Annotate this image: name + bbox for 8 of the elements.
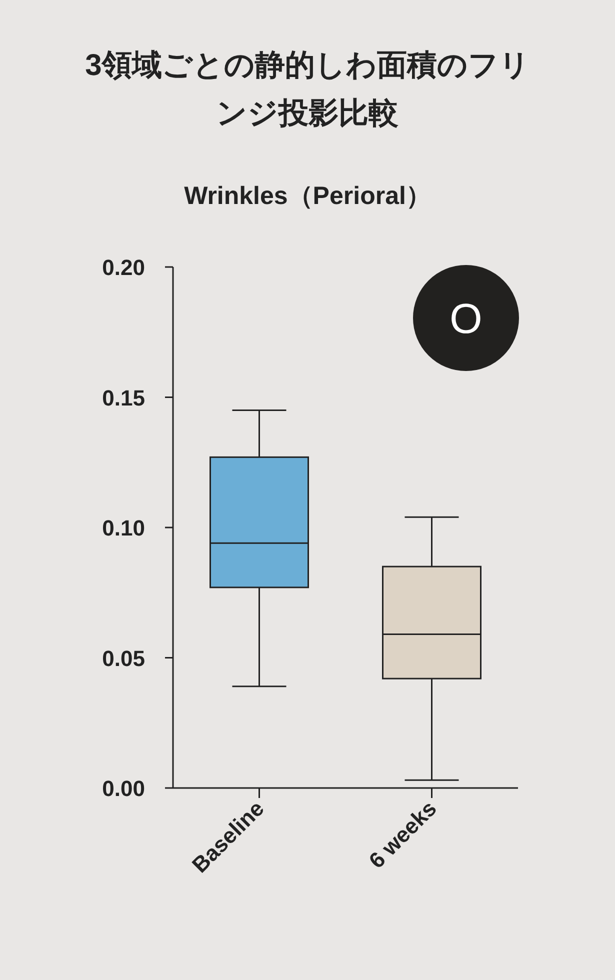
y-tick-label: 0.05 — [102, 646, 145, 671]
chart-subtitle: Wrinkles（Perioral） — [184, 182, 431, 210]
y-tick-label: 0.00 — [102, 776, 145, 801]
annotation: O — [450, 295, 482, 342]
y-tick-label: 0.20 — [102, 255, 145, 280]
chart-title: 3領域ごとの静的しわ面積のフリンジ投影比較 — [85, 49, 530, 130]
y-tick-label: 0.10 — [102, 516, 145, 540]
y-tick-label: 0.15 — [102, 385, 145, 410]
